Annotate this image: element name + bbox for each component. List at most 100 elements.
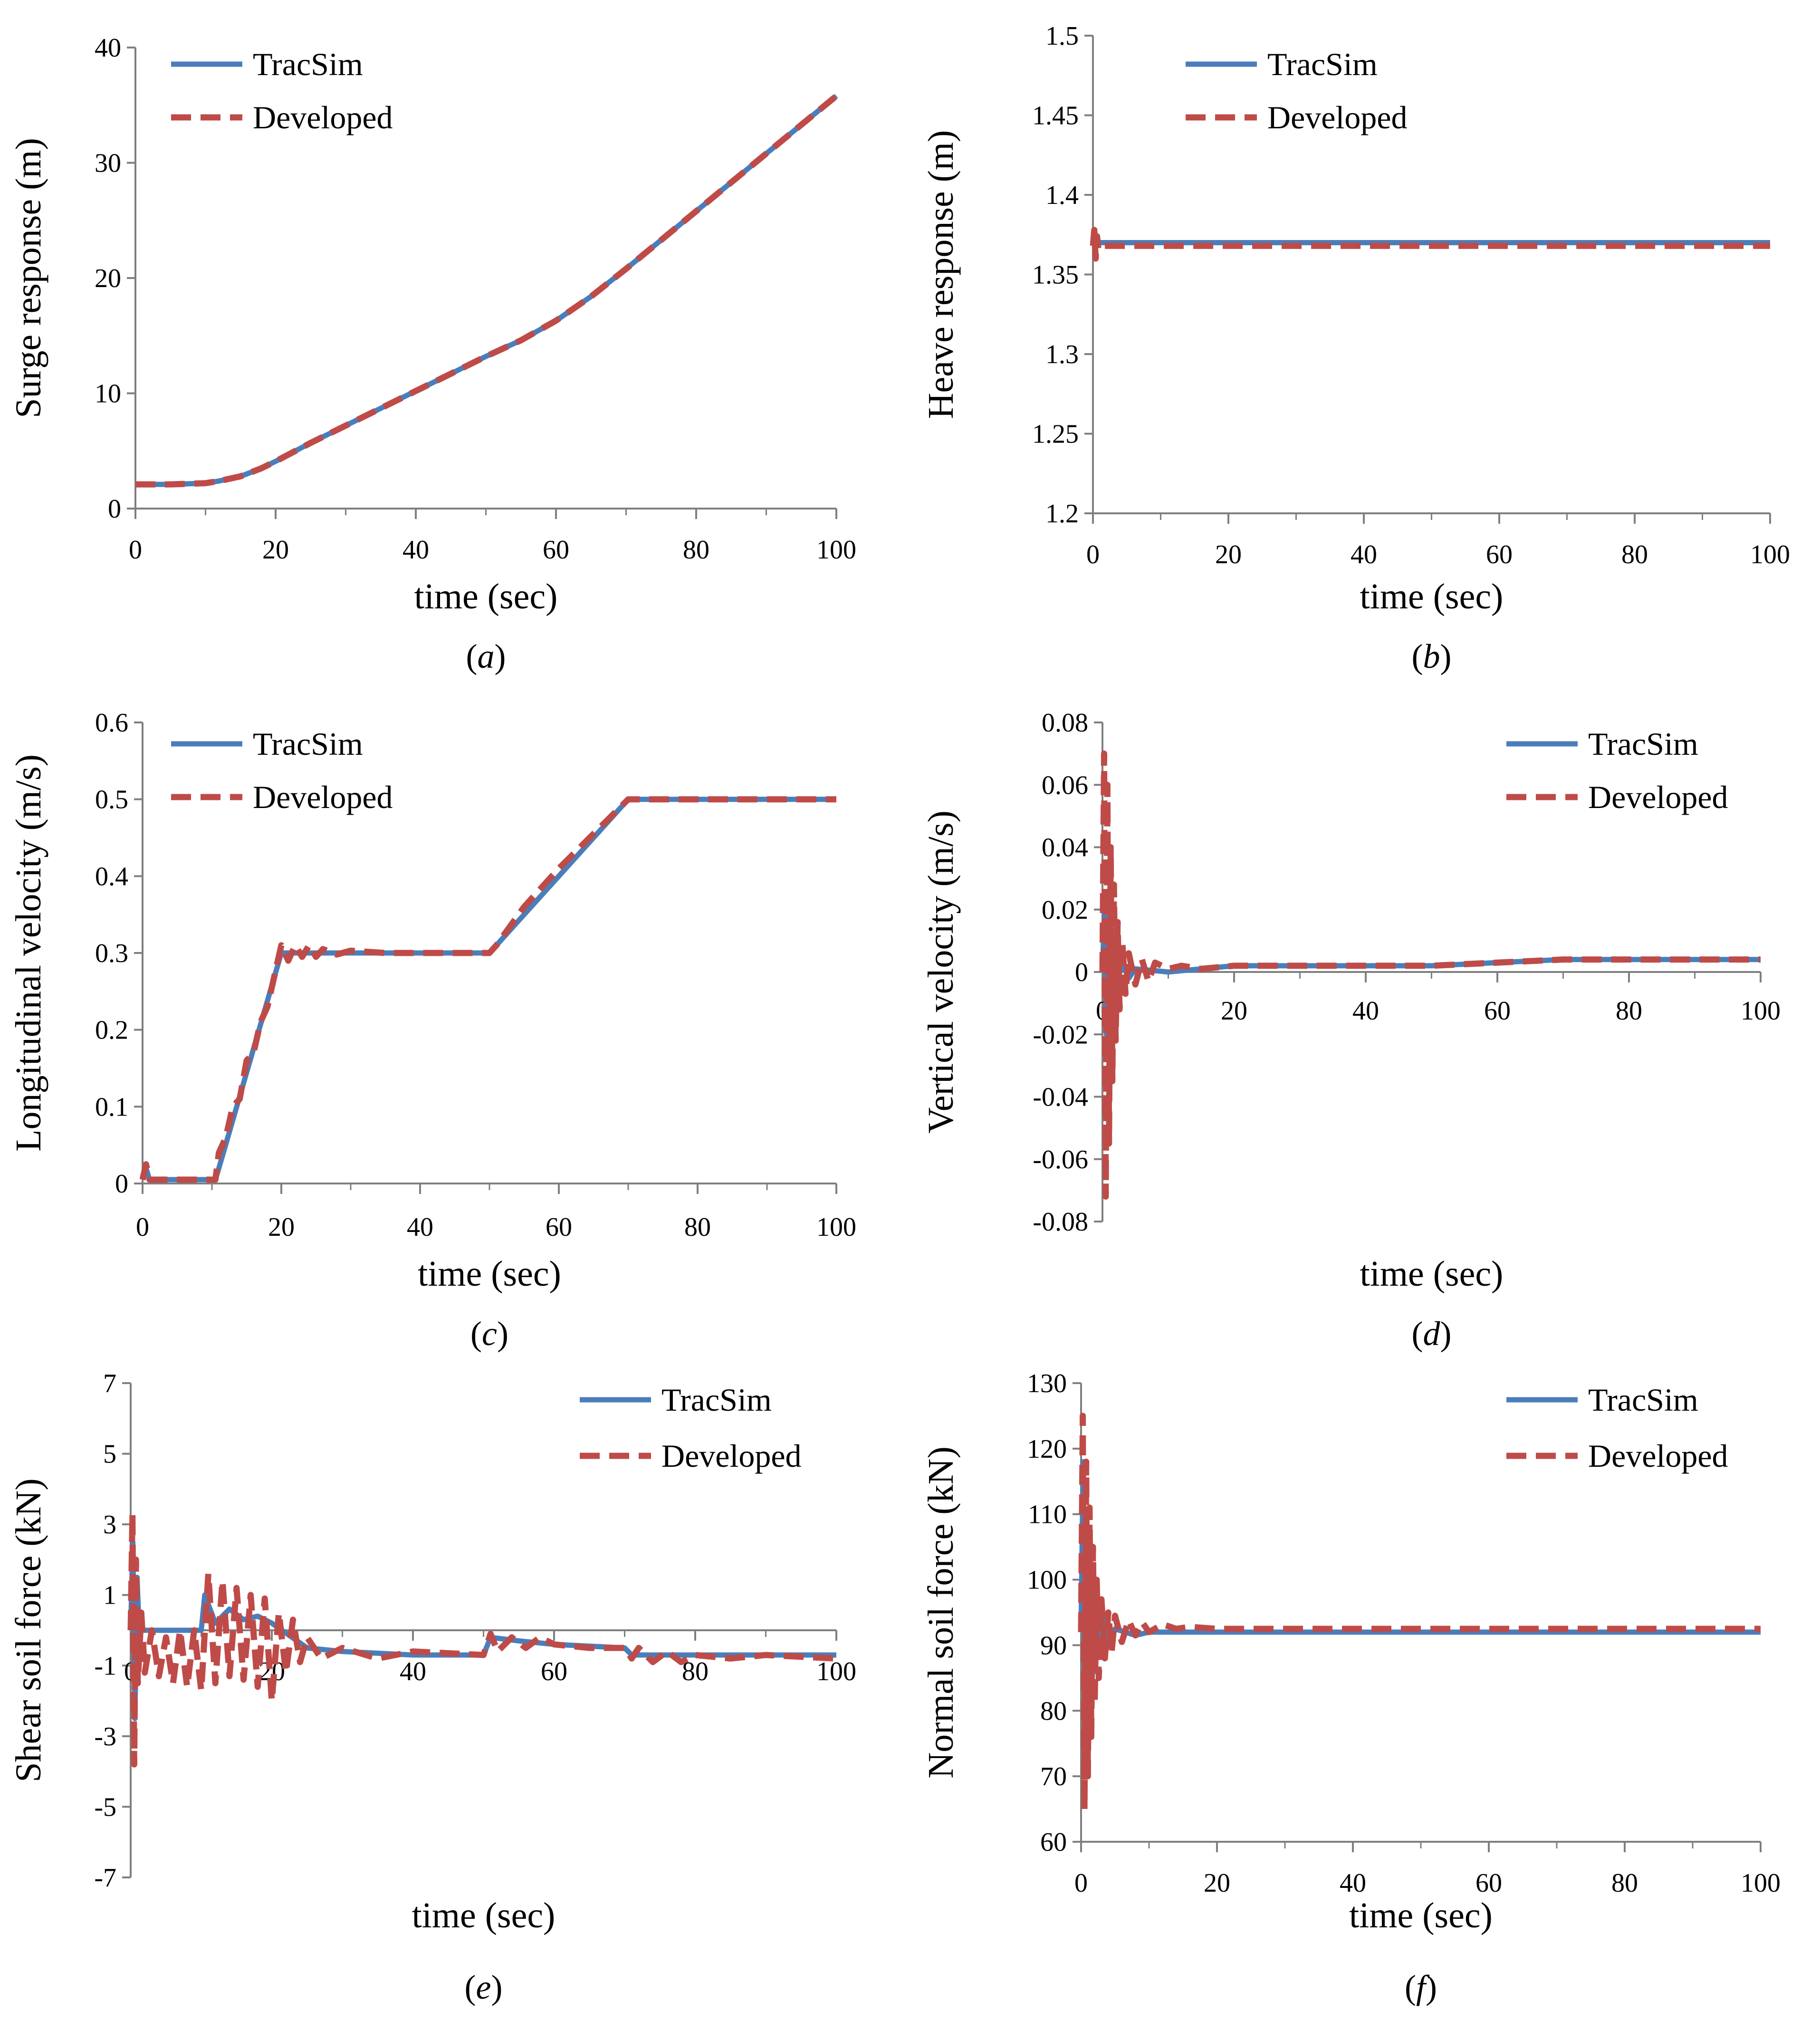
x-tick-label: 60	[1475, 1868, 1502, 1898]
caption-letter: c	[482, 1315, 497, 1353]
y-tick-label: 1.5	[1045, 21, 1079, 51]
y-tick-label: 0.2	[95, 1016, 128, 1045]
panel-caption: (a)	[466, 637, 506, 675]
legend: TracSim Developed	[580, 1382, 802, 1474]
series-line-developed	[139, 796, 836, 1183]
y-tick-label: -0.08	[1033, 1207, 1088, 1237]
caption-close-paren: )	[1440, 637, 1452, 675]
x-tick-label: 60	[1484, 996, 1511, 1026]
x-tick-label: 100	[1750, 540, 1790, 569]
x-tick-label: 100	[816, 1212, 856, 1242]
y-axis-title: Surge response (m)	[9, 138, 48, 418]
y-axis-title: Longitudinal velocity (m/s)	[9, 754, 48, 1152]
y-tick-label: 0	[115, 1169, 128, 1199]
y-tick-label: 0	[1075, 958, 1088, 987]
y-tick-label: 20	[95, 264, 121, 293]
y-tick-label: 1	[103, 1581, 116, 1610]
x-tick-label: 20	[262, 535, 289, 565]
y-tick-label: 0.06	[1042, 770, 1088, 800]
x-tick-label: 80	[683, 535, 709, 565]
x-tick-label: 60	[543, 535, 569, 565]
y-tick-label: -1	[94, 1651, 116, 1681]
series-line-developed	[1078, 1413, 1761, 1812]
y-tick-label: -3	[94, 1722, 116, 1751]
y-tick-label: 1.35	[1032, 260, 1079, 290]
caption-letter: b	[1423, 637, 1440, 675]
x-tick-label: 20	[1204, 1868, 1230, 1898]
x-tick-label: 20	[268, 1212, 295, 1242]
y-tick-label: 0.1	[95, 1092, 128, 1122]
x-tick-label: 80	[684, 1212, 711, 1242]
x-tick-label: 60	[1486, 540, 1513, 569]
panel-caption: (c)	[470, 1315, 508, 1353]
y-tick-label: 100	[1027, 1566, 1067, 1595]
caption-open-paren: (	[470, 1315, 482, 1353]
y-tick-label: 0.04	[1042, 833, 1088, 863]
legend-label-developed: Developed	[1588, 1438, 1728, 1474]
legend-label-tracsim: TracSim	[253, 726, 363, 762]
y-tick-label: 1.3	[1045, 340, 1079, 369]
y-tick-label: 1.4	[1045, 181, 1079, 210]
legend-label-developed: Developed	[661, 1438, 802, 1474]
legend-label-tracsim: TracSim	[661, 1382, 772, 1418]
y-tick-label: -5	[94, 1792, 116, 1822]
caption-close-paren: )	[497, 1315, 508, 1353]
series-line-developed	[1099, 750, 1761, 1200]
caption-open-paren: (	[1412, 637, 1423, 675]
y-tick-label: -7	[94, 1863, 116, 1893]
caption-close-paren: )	[495, 637, 506, 675]
panel-caption: (b)	[1412, 637, 1452, 675]
y-tick-label: 30	[95, 149, 121, 178]
x-tick-label: 100	[816, 535, 856, 565]
x-tick-label: 0	[1074, 1868, 1088, 1898]
x-axis-title: time (sec)	[1360, 1254, 1504, 1294]
x-tick-label: 80	[1621, 540, 1648, 569]
y-tick-label: 0	[108, 494, 121, 524]
x-tick-label: 100	[1741, 996, 1781, 1026]
caption-open-paren: (	[1405, 1968, 1416, 2006]
caption-close-paren: )	[1440, 1315, 1452, 1353]
legend-label-tracsim: TracSim	[1588, 1382, 1698, 1418]
y-tick-label: 1.45	[1032, 101, 1079, 131]
y-tick-label: 1.2	[1045, 499, 1079, 529]
legend: TracSim Developed	[171, 726, 393, 815]
y-axis-title: Normal soil force (kN)	[921, 1446, 961, 1779]
x-tick-label: 20	[1221, 996, 1247, 1026]
caption-open-paren: (	[1412, 1315, 1423, 1353]
x-tick-label: 40	[407, 1212, 433, 1242]
y-axis-title: Heave response (m)	[921, 130, 961, 419]
legend-label-tracsim: TracSim	[1588, 726, 1698, 762]
y-tick-label: 40	[95, 33, 121, 63]
legend-label-tracsim: TracSim	[253, 46, 363, 82]
y-tick-label: -0.04	[1033, 1083, 1088, 1112]
caption-letter: d	[1423, 1315, 1441, 1353]
panel-b: 1.2 1.25 1.3 1.35 1.4 1.45 1.5 0 20 40 60 80 100 time…	[921, 21, 1790, 675]
x-axis-title: time (sec)	[414, 577, 558, 616]
legend-label-tracsim: TracSim	[1267, 46, 1378, 82]
x-tick-label: 80	[1611, 1868, 1638, 1898]
caption-open-paren: (	[466, 637, 478, 675]
series-line-developed	[1090, 227, 1770, 262]
x-tick-label: 0	[136, 1212, 149, 1242]
x-tick-label: 80	[1616, 996, 1642, 1026]
y-tick-label: 0.08	[1042, 708, 1088, 738]
caption-letter: a	[478, 637, 495, 675]
y-tick-label: 0.6	[95, 708, 128, 738]
y-tick-label: 0.4	[95, 862, 128, 891]
x-tick-label: 40	[402, 535, 429, 565]
legend: TracSim Developed	[171, 46, 393, 135]
y-tick-label: 70	[1040, 1762, 1067, 1791]
legend-label-developed: Developed	[1267, 99, 1408, 135]
legend-label-developed: Developed	[253, 99, 393, 135]
legend: TracSim Developed	[1186, 46, 1408, 135]
x-tick-label: 40	[1351, 540, 1377, 569]
y-tick-label: 0.02	[1042, 895, 1088, 925]
panel-f: 60 70 80 90 100 110 120 130 0 20 40 60 80 100 time (se…	[921, 1369, 1781, 2006]
caption-close-paren: )	[1426, 1968, 1437, 2006]
y-axis-title: Vertical velocity (m/s)	[921, 810, 961, 1134]
y-tick-label: 10	[95, 379, 121, 409]
x-tick-label: 100	[816, 1657, 856, 1686]
